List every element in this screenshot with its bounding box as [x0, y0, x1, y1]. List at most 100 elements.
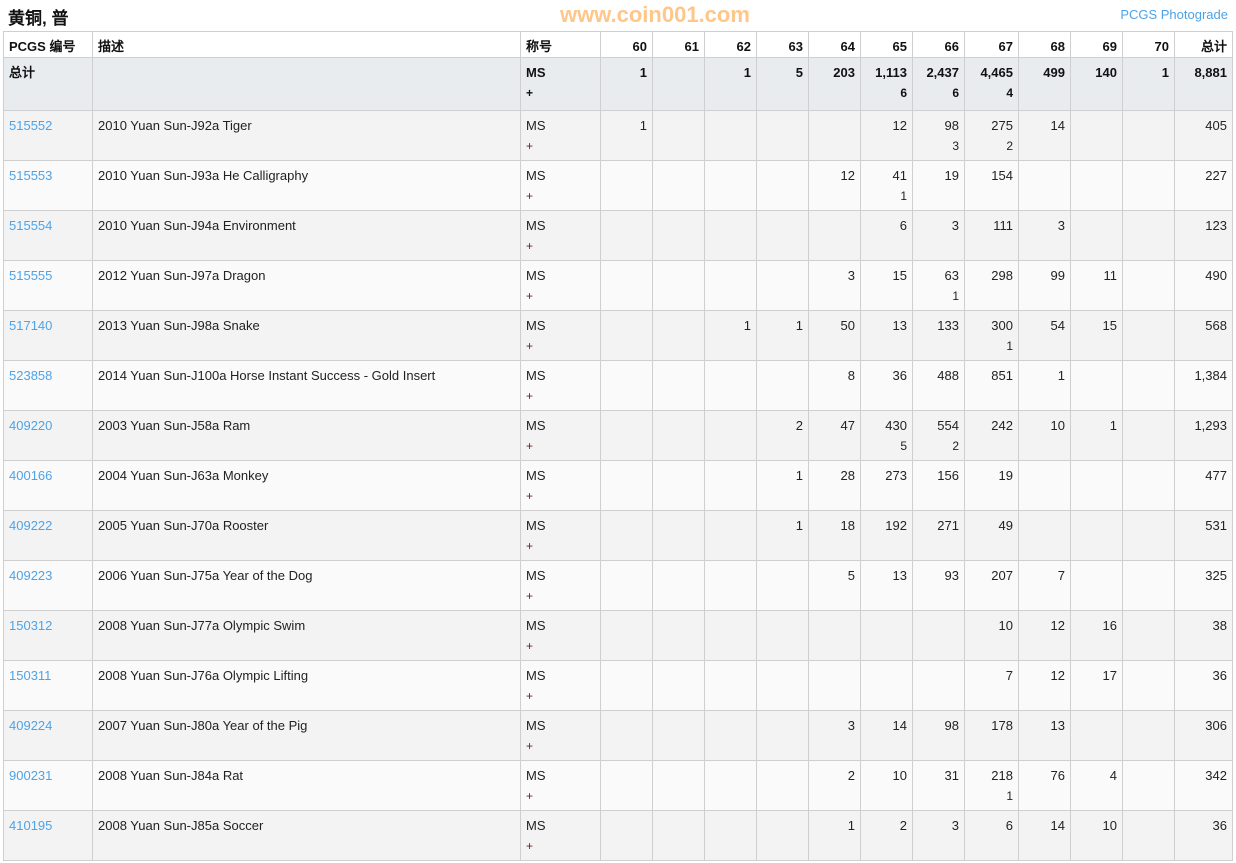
count-value[interactable]: 6	[899, 218, 907, 233]
pcgs-number-link[interactable]: 150312	[9, 618, 53, 633]
count-value[interactable]: 111	[993, 218, 1013, 233]
count-value[interactable]: 133	[937, 318, 959, 333]
plus-count-value[interactable]: 6	[952, 86, 959, 100]
count-value[interactable]: 12	[892, 118, 907, 133]
plus-count-value[interactable]: 1	[952, 289, 959, 303]
count-value[interactable]: 12	[1050, 618, 1065, 633]
count-value[interactable]: 5	[795, 65, 803, 80]
count-value[interactable]: 275	[991, 118, 1013, 133]
count-value[interactable]: 178	[991, 718, 1013, 733]
count-value[interactable]: 99	[1050, 268, 1065, 283]
count-value[interactable]: 1	[639, 65, 647, 80]
pcgs-number-link[interactable]: 150311	[9, 668, 52, 683]
pcgs-number-link[interactable]: 523858	[9, 368, 53, 383]
count-value[interactable]: 192	[885, 518, 907, 533]
count-value[interactable]: 488	[937, 368, 959, 383]
count-value[interactable]: 98	[944, 718, 959, 733]
count-value[interactable]: 1	[639, 118, 647, 133]
count-value[interactable]: 1	[743, 65, 751, 80]
count-value[interactable]: 63	[944, 268, 959, 283]
count-value[interactable]: 10	[998, 618, 1013, 633]
count-value[interactable]: 18	[840, 518, 855, 533]
pcgs-number-link[interactable]: 517140	[9, 318, 53, 333]
count-value[interactable]: 3	[951, 218, 959, 233]
count-value[interactable]: 6	[1005, 818, 1013, 833]
count-value[interactable]: 47	[840, 418, 855, 433]
count-value[interactable]: 54	[1050, 318, 1065, 333]
pcgs-number-link[interactable]: 410195	[9, 818, 53, 833]
header-grade-64[interactable]: 64	[808, 31, 861, 58]
count-value[interactable]: 28	[840, 468, 855, 483]
count-value[interactable]: 14	[892, 718, 907, 733]
count-value[interactable]: 1	[795, 318, 803, 333]
plus-count-value[interactable]: 6	[900, 86, 907, 100]
count-value[interactable]: 11	[1103, 268, 1118, 283]
count-value[interactable]: 16	[1102, 618, 1117, 633]
count-value[interactable]: 13	[1050, 718, 1065, 733]
plus-count-value[interactable]: 2	[1006, 139, 1013, 153]
count-value[interactable]: 8	[847, 368, 855, 383]
header-grade-62[interactable]: 62	[704, 31, 757, 58]
count-value[interactable]: 31	[944, 768, 959, 783]
count-value[interactable]: 7	[1005, 668, 1013, 683]
count-value[interactable]: 19	[998, 468, 1013, 483]
count-value[interactable]: 430	[885, 418, 907, 433]
plus-count-value[interactable]: 3	[952, 139, 959, 153]
count-value[interactable]: 154	[991, 168, 1013, 183]
count-value[interactable]: 2	[847, 768, 855, 783]
count-value[interactable]: 17	[1102, 668, 1117, 683]
pcgs-number-link[interactable]: 900231	[9, 768, 53, 783]
plus-count-value[interactable]: 5	[900, 439, 907, 453]
count-value[interactable]: 5	[847, 568, 855, 583]
count-value[interactable]: 203	[833, 65, 855, 80]
pcgs-number-link[interactable]: 515554	[9, 218, 53, 233]
count-value[interactable]: 1	[795, 518, 803, 533]
plus-count-value[interactable]: 1	[900, 189, 907, 203]
header-grade-68[interactable]: 68	[1018, 31, 1071, 58]
count-value[interactable]: 851	[991, 368, 1013, 383]
count-value[interactable]: 13	[892, 318, 907, 333]
plus-count-value[interactable]: 4	[1006, 86, 1013, 100]
plus-count-value[interactable]: 1	[1006, 339, 1013, 353]
count-value[interactable]: 14	[1050, 818, 1065, 833]
pcgs-photograde-link[interactable]: PCGS Photograde	[1120, 7, 1228, 22]
count-value[interactable]: 12	[1050, 668, 1065, 683]
count-value[interactable]: 156	[937, 468, 959, 483]
pcgs-number-link[interactable]: 409222	[9, 518, 53, 533]
count-value[interactable]: 2,437	[926, 65, 959, 80]
count-value[interactable]: 41	[892, 168, 907, 183]
count-value[interactable]: 76	[1050, 768, 1065, 783]
count-value[interactable]: 1	[1161, 65, 1169, 80]
count-value[interactable]: 14	[1050, 118, 1065, 133]
count-value[interactable]: 140	[1095, 65, 1117, 80]
header-grade-60[interactable]: 60	[600, 31, 653, 58]
count-value[interactable]: 12	[840, 168, 855, 183]
count-value[interactable]: 271	[937, 518, 959, 533]
count-value[interactable]: 1	[847, 818, 855, 833]
count-value[interactable]: 3	[951, 818, 959, 833]
count-value[interactable]: 1	[1109, 418, 1117, 433]
count-value[interactable]: 499	[1043, 65, 1065, 80]
count-value[interactable]: 98	[944, 118, 959, 133]
count-value[interactable]: 15	[1102, 318, 1117, 333]
count-value[interactable]: 1,113	[875, 65, 907, 80]
count-value[interactable]: 13	[892, 568, 907, 583]
count-value[interactable]: 10	[1102, 818, 1117, 833]
count-value[interactable]: 242	[991, 418, 1013, 433]
count-value[interactable]: 1	[743, 318, 751, 333]
header-grade-69[interactable]: 69	[1070, 31, 1123, 58]
count-value[interactable]: 2	[795, 418, 803, 433]
count-value[interactable]: 554	[937, 418, 959, 433]
header-grade-66[interactable]: 66	[912, 31, 965, 58]
header-grade-63[interactable]: 63	[756, 31, 809, 58]
count-value[interactable]: 3	[847, 718, 855, 733]
count-value[interactable]: 298	[991, 268, 1013, 283]
count-value[interactable]: 10	[892, 768, 907, 783]
header-grade-67[interactable]: 67	[964, 31, 1019, 58]
count-value[interactable]: 10	[1050, 418, 1065, 433]
count-value[interactable]: 3	[1057, 218, 1065, 233]
count-value[interactable]: 36	[892, 368, 907, 383]
pcgs-number-link[interactable]: 515555	[9, 268, 53, 283]
pcgs-number-link[interactable]: 400166	[9, 468, 53, 483]
count-value[interactable]: 2	[899, 818, 907, 833]
